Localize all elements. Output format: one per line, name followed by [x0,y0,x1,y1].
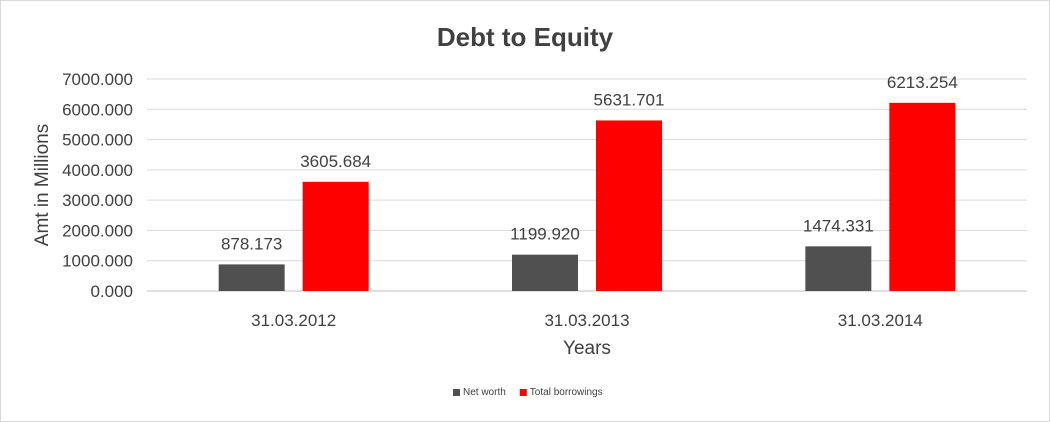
bars [218,102,956,291]
data-label-net-worth: 878.173 [221,234,282,253]
legend-label: Net worth [463,387,506,398]
x-tick-label: 31.03.2013 [544,311,629,330]
data-label-total-borrowings: 5631.701 [594,90,665,109]
x-axis-ticks: 31.03.2012 31.03.2013 31.03.2014 [251,311,923,330]
x-tick-label: 31.03.2012 [251,311,336,330]
legend-item-total-borrowings: Total borrowings [519,387,603,398]
data-label-total-borrowings: 6213.254 [887,73,958,92]
y-tick-label: 5000.000 [62,131,133,150]
bar-net-worth [805,246,872,291]
gridlines [147,78,1027,292]
data-labels: 878.173 3605.684 1199.920 5631.701 1474.331 6… [221,73,958,254]
y-tick-label: 7000.000 [62,70,133,89]
legend-label: Total borrowings [530,387,603,398]
bar-total-borrowings [302,181,369,291]
legend-item-net-worth: Net worth [453,387,506,398]
y-tick-label: 3000.000 [62,191,133,210]
y-tick-label: 6000.000 [62,100,133,119]
chart-title: Debt to Equity [437,22,614,52]
y-axis-ticks: 0.000 1000.000 2000.000 3000.000 4000.000 500… [62,70,133,301]
data-label-net-worth: 1474.331 [803,216,874,235]
x-tick-label: 31.03.2014 [838,311,923,330]
y-tick-label: 0.000 [90,282,133,301]
bar-net-worth [512,254,578,291]
bar-total-borrowings [596,120,662,291]
legend: Net worth Total borrowings [453,387,603,398]
data-label-net-worth: 1199.920 [510,225,580,244]
bar-net-worth [218,264,285,291]
x-axis-title: Years [563,338,611,359]
y-tick-label: 4000.000 [62,161,133,180]
y-axis-title: Amt in Millions [32,124,53,246]
bar-total-borrowings [889,102,956,291]
y-tick-label: 1000.000 [62,252,133,271]
y-tick-label: 2000.000 [62,221,133,240]
legend-swatch [519,389,527,396]
legend-swatch [453,389,460,396]
data-label-total-borrowings: 3605.684 [300,152,371,171]
